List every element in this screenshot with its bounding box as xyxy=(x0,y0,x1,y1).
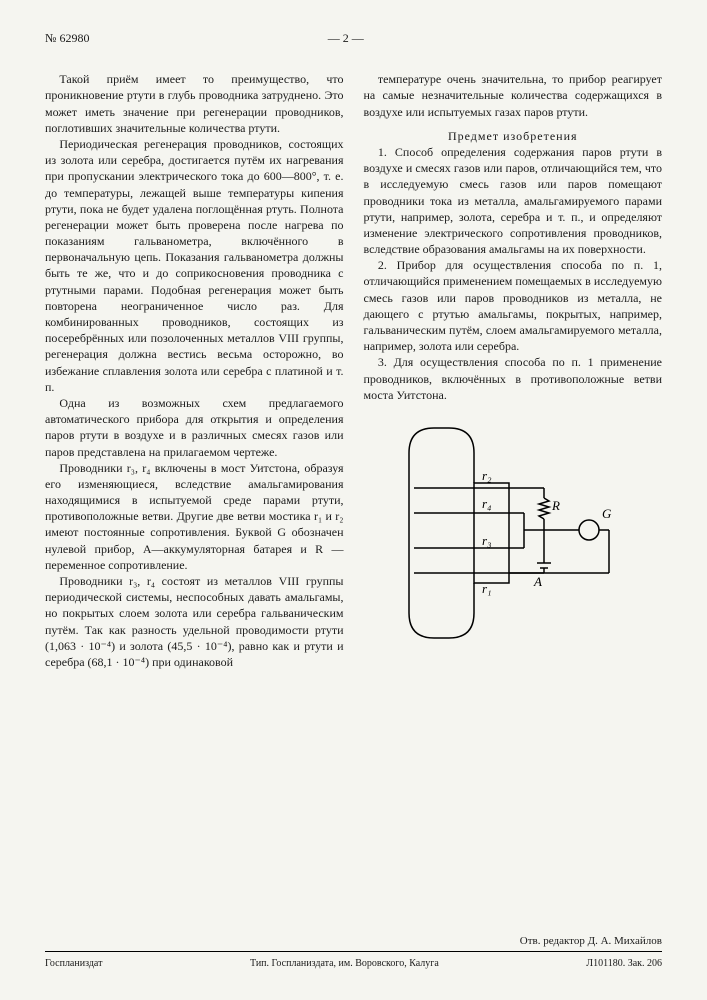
paragraph: Проводники r₃, r₄ состоят из металлов VI… xyxy=(45,573,344,670)
label-r1: r₁ xyxy=(482,581,492,596)
circuit-diagram: r₂ r₄ r₃ r₁ R A G xyxy=(394,418,634,648)
page-footer: Отв. редактор Д. А. Михайлов Госпланизда… xyxy=(45,951,662,971)
page-number: — 2 — xyxy=(328,30,364,46)
claim: 3. Для осуществления способа по п. 1 при… xyxy=(364,354,663,403)
label-r2: r₂ xyxy=(482,468,492,483)
doc-number: № 62980 xyxy=(45,30,89,46)
editor-line: Отв. редактор Д. А. Михайлов xyxy=(520,934,662,949)
paragraph: Одна из возможных схем предлагаемого авт… xyxy=(45,395,344,460)
right-column: температуре очень значительна, то прибор… xyxy=(364,71,663,670)
paragraph: температуре очень значительна, то прибор… xyxy=(364,71,663,120)
footer-center: Тип. Госпланиздата, им. Воровского, Калу… xyxy=(102,957,586,971)
paragraph: Периодическая регенерация проводников, с… xyxy=(45,136,344,395)
footer-left: Госпланиздат xyxy=(45,957,102,971)
section-title: Предмет изобретения xyxy=(364,128,663,144)
label-r3: r₃ xyxy=(482,533,492,548)
content-columns: Такой приём имеет то преимущество, что п… xyxy=(45,71,662,670)
footer-right: Л101180. Зак. 206 xyxy=(586,957,662,971)
left-column: Такой приём имеет то преимущество, что п… xyxy=(45,71,344,670)
paragraph: Проводники r₃, r₄ включены в мост Уитсто… xyxy=(45,460,344,573)
claim: 1. Способ определения содержания паров р… xyxy=(364,144,663,257)
label-R: R xyxy=(551,498,560,513)
page-header: № 62980 — 2 — xyxy=(45,30,662,46)
claim: 2. Прибор для осуществления способа по п… xyxy=(364,257,663,354)
paragraph: Такой приём имеет то преимущество, что п… xyxy=(45,71,344,136)
label-G: G xyxy=(602,506,612,521)
label-r4: r₄ xyxy=(482,496,492,511)
label-A: A xyxy=(533,574,542,589)
